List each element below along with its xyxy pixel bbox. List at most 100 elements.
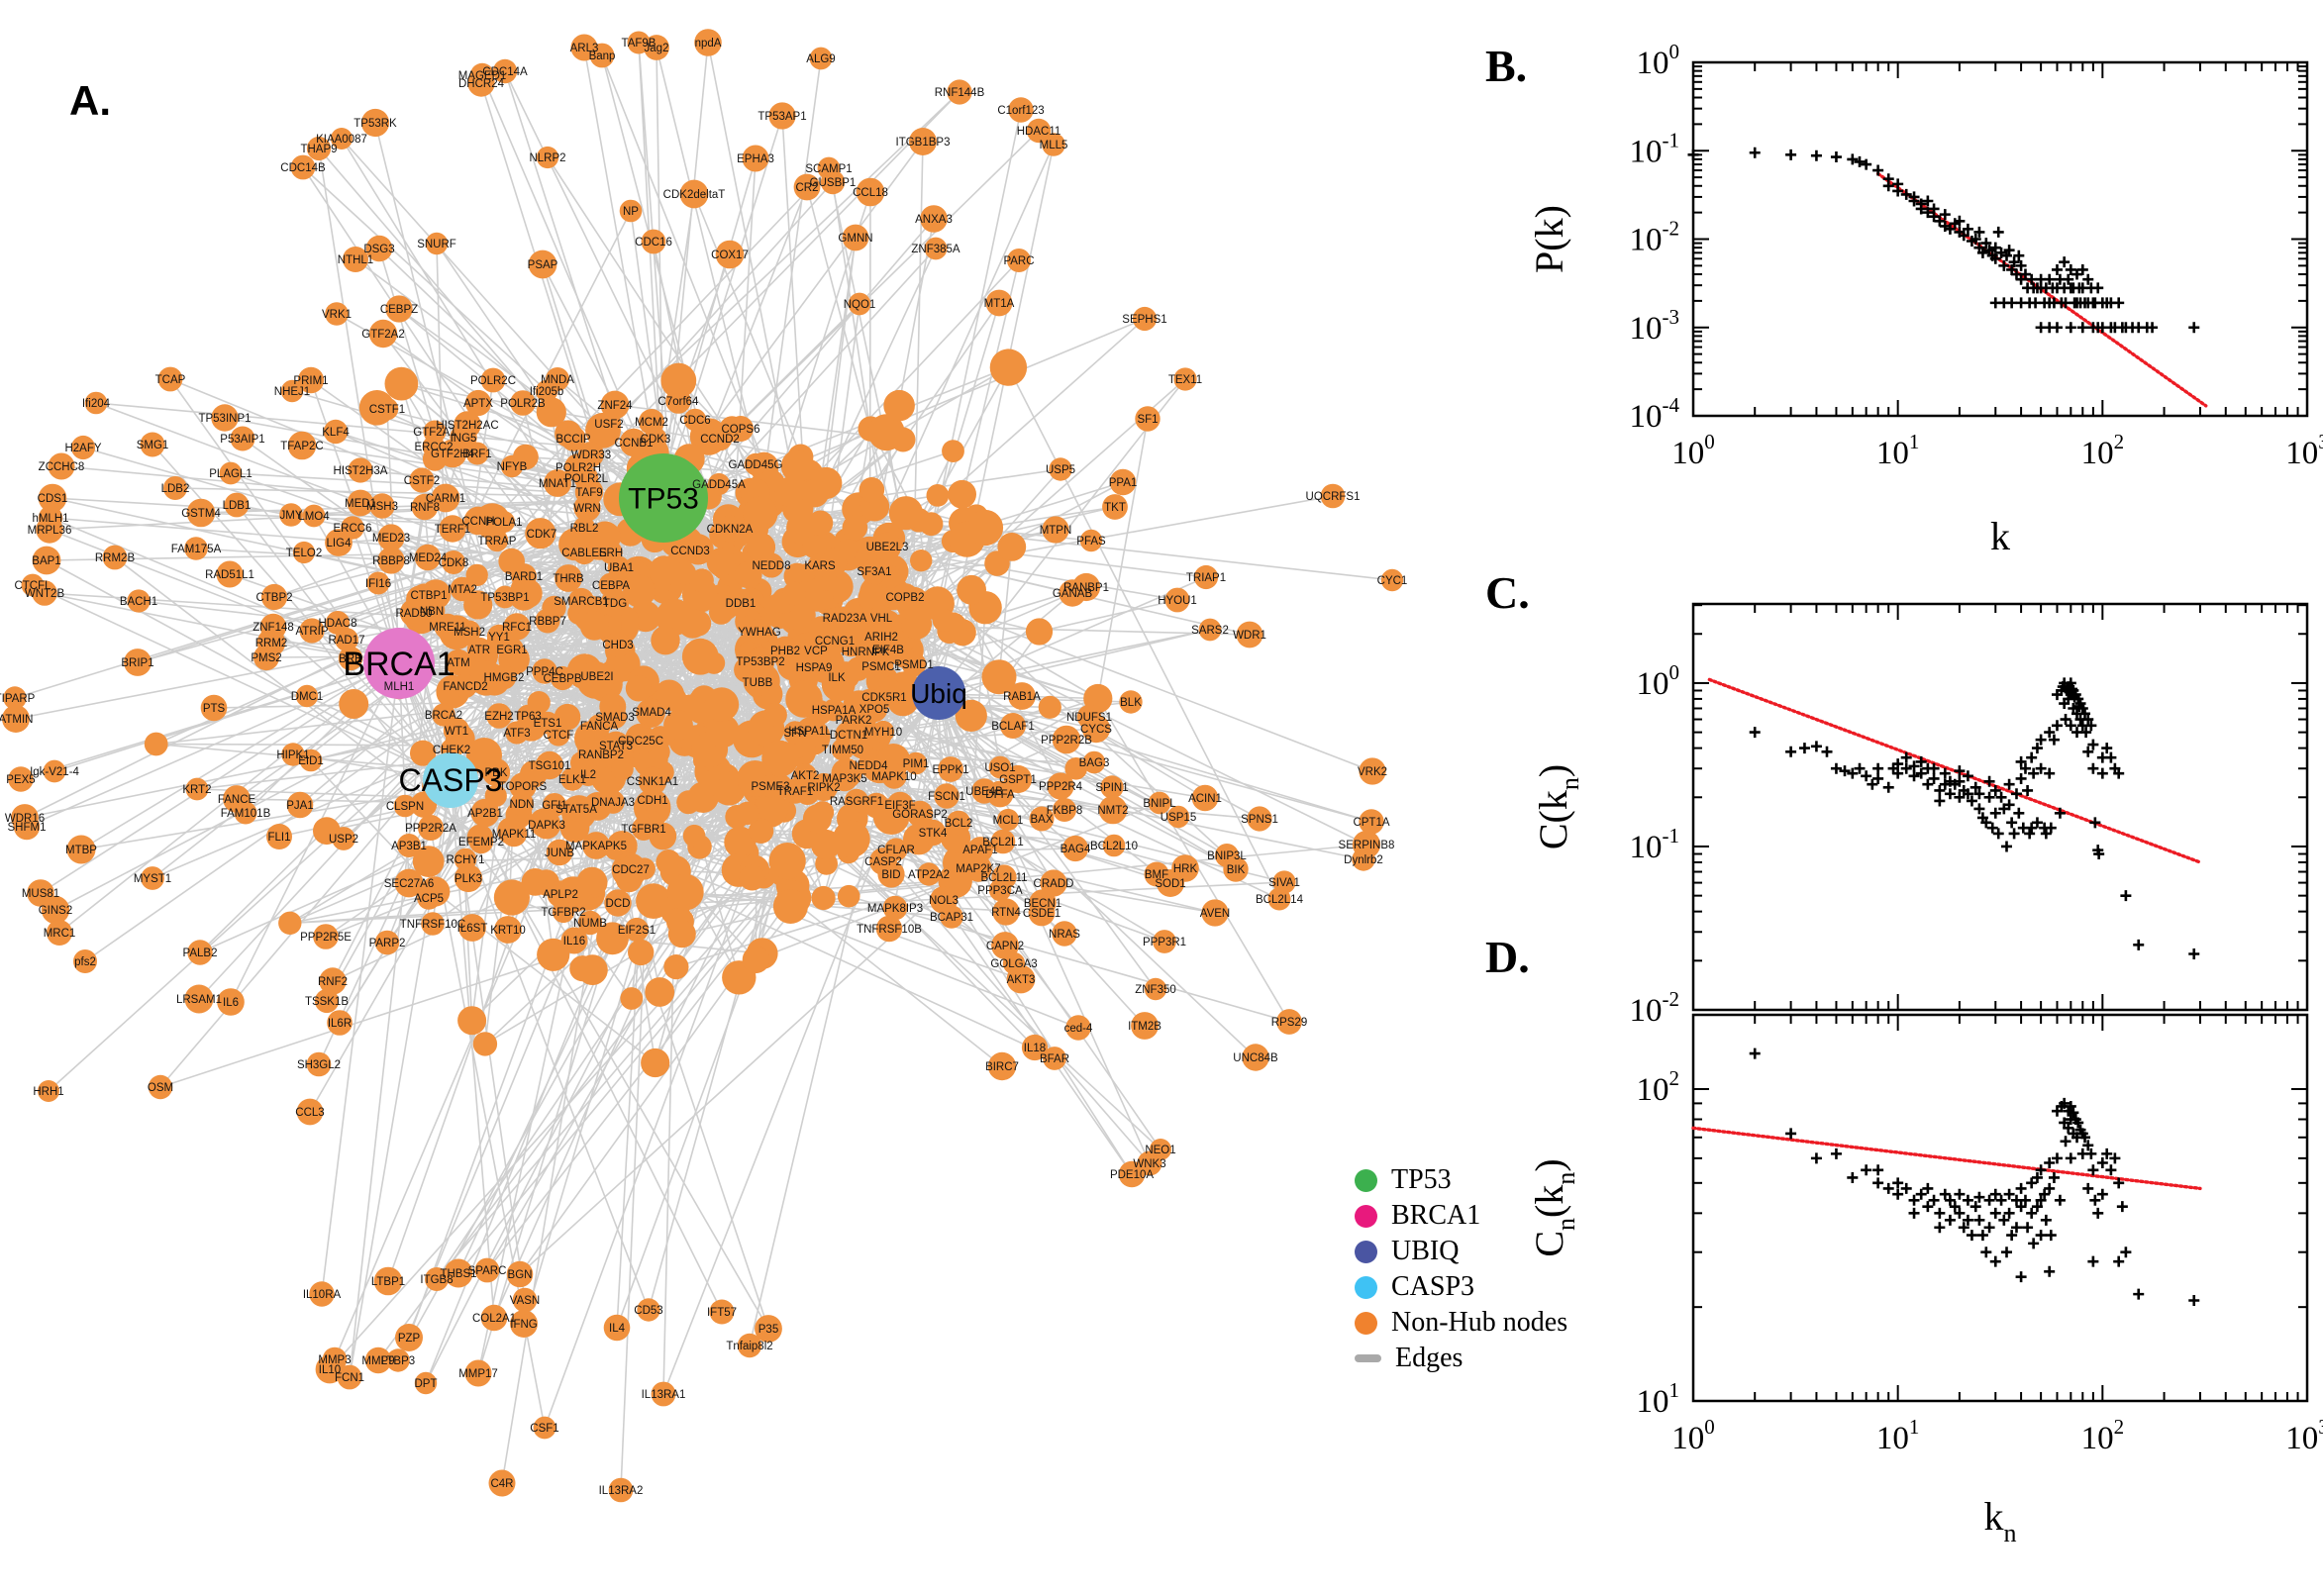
edge bbox=[423, 803, 589, 894]
data-point bbox=[1998, 1214, 2010, 1226]
non-hub-node bbox=[856, 177, 885, 207]
non-hub-node bbox=[644, 35, 669, 60]
network-labeled-nodes bbox=[2, 29, 1404, 1503]
data-point bbox=[1821, 746, 1833, 757]
non-hub-node bbox=[736, 801, 759, 826]
legend-item-ubiq: UBIQ bbox=[1355, 1238, 1567, 1265]
data-point bbox=[1928, 1194, 1940, 1206]
data-points bbox=[1687, 147, 2200, 334]
tick-label: 100 bbox=[1637, 660, 1680, 702]
data-point bbox=[1995, 791, 2007, 803]
edge bbox=[481, 74, 664, 499]
non-hub-node bbox=[739, 864, 765, 891]
tick-label: 10-1 bbox=[1630, 824, 1680, 865]
chart-c: 100 10-1 10-2 C(kn) bbox=[1531, 602, 2309, 1029]
chart-d: 100101102103102101Cn(kn)kn bbox=[1527, 1013, 2323, 1547]
non-hub-node bbox=[278, 911, 302, 935]
edge bbox=[998, 546, 1013, 678]
non-hub-node bbox=[1042, 133, 1065, 156]
non-hub-node bbox=[1026, 118, 1052, 144]
non-hub-node bbox=[706, 548, 736, 577]
data-point bbox=[1992, 226, 2004, 238]
data-point bbox=[2092, 1207, 2104, 1219]
legend-edge-swatch bbox=[1355, 1354, 1381, 1362]
data-point bbox=[1798, 743, 1810, 754]
data-point bbox=[1830, 151, 1842, 163]
data-point bbox=[2096, 767, 2108, 779]
edge bbox=[44, 592, 400, 664]
data-point bbox=[2082, 1182, 2094, 1194]
tick-label: 10-2 bbox=[1630, 217, 1680, 258]
non-hub-node bbox=[694, 29, 722, 56]
data-point bbox=[2059, 256, 2070, 268]
data-point bbox=[1989, 1188, 2001, 1200]
tick-label: 100 bbox=[1637, 40, 1680, 81]
plot-frame bbox=[1691, 602, 2309, 1012]
non-hub-node bbox=[660, 362, 697, 399]
data-point bbox=[1966, 1230, 1977, 1242]
non-hub-node bbox=[997, 533, 1027, 561]
data-point bbox=[2133, 1288, 2145, 1300]
data-point bbox=[1872, 1177, 1884, 1189]
data-point bbox=[1922, 778, 1934, 790]
tick-label: 101 bbox=[1637, 1378, 1680, 1420]
data-point bbox=[2051, 720, 2063, 732]
plot-ticks bbox=[1692, 604, 2308, 1011]
tick-label: 103 bbox=[2285, 1415, 2323, 1456]
legend-item-label: UBIQ bbox=[1391, 1236, 1460, 1266]
data-point bbox=[1973, 1191, 1985, 1203]
non-hub-node bbox=[641, 1047, 670, 1078]
data-point bbox=[2026, 1177, 2038, 1189]
tick-label: 102 bbox=[2081, 1415, 2125, 1456]
non-hub-node bbox=[782, 581, 806, 606]
non-hub-node bbox=[837, 884, 860, 908]
data-point bbox=[2065, 720, 2076, 732]
data-point bbox=[2054, 1194, 2066, 1206]
legend-item-label: Non-Hub nodes bbox=[1391, 1307, 1568, 1338]
data-point bbox=[1989, 1255, 2001, 1267]
non-hub-node bbox=[360, 108, 390, 138]
non-hub-node bbox=[656, 849, 681, 875]
data-point bbox=[2026, 1207, 2038, 1219]
non-hub-node bbox=[985, 289, 1013, 317]
non-hub-node bbox=[883, 389, 915, 422]
non-hub-node bbox=[947, 79, 972, 105]
non-hub-node bbox=[472, 1032, 498, 1056]
non-hub-node bbox=[641, 229, 666, 254]
data-point bbox=[2015, 772, 2027, 784]
data-point bbox=[1934, 784, 1946, 796]
data-point bbox=[2147, 322, 2159, 334]
non-hub-node bbox=[596, 922, 629, 955]
edge bbox=[675, 880, 957, 968]
non-hub-node bbox=[842, 224, 869, 251]
non-hub-node bbox=[467, 69, 495, 97]
data-point bbox=[1944, 1214, 1956, 1226]
legend-node-swatch bbox=[1355, 1311, 1377, 1335]
non-hub-node bbox=[537, 938, 570, 971]
data-point bbox=[1983, 791, 1995, 803]
data-point bbox=[2010, 788, 2022, 800]
data-point bbox=[2001, 1247, 2013, 1258]
data-point bbox=[1847, 153, 1859, 165]
non-hub-node bbox=[780, 449, 814, 483]
data-point bbox=[2026, 751, 2038, 763]
non-hub-node bbox=[331, 128, 353, 150]
data-point bbox=[2031, 817, 2043, 829]
tick-label: 10-2 bbox=[1630, 987, 1680, 1029]
edge bbox=[32, 584, 452, 781]
data-point bbox=[2076, 322, 2088, 334]
data-point bbox=[2003, 778, 2015, 790]
data-point bbox=[2026, 822, 2038, 834]
data-point bbox=[1934, 795, 1946, 807]
data-point bbox=[1872, 164, 1884, 176]
data-point bbox=[1847, 1171, 1859, 1183]
data-point bbox=[1839, 765, 1851, 777]
panel-a-label: A. bbox=[69, 77, 111, 124]
legend-item-label: Edges bbox=[1395, 1343, 1464, 1373]
data-point bbox=[2051, 263, 2063, 275]
data-point bbox=[2028, 1238, 2040, 1249]
data-point bbox=[2035, 1230, 2047, 1242]
non-hub-node bbox=[957, 574, 986, 605]
